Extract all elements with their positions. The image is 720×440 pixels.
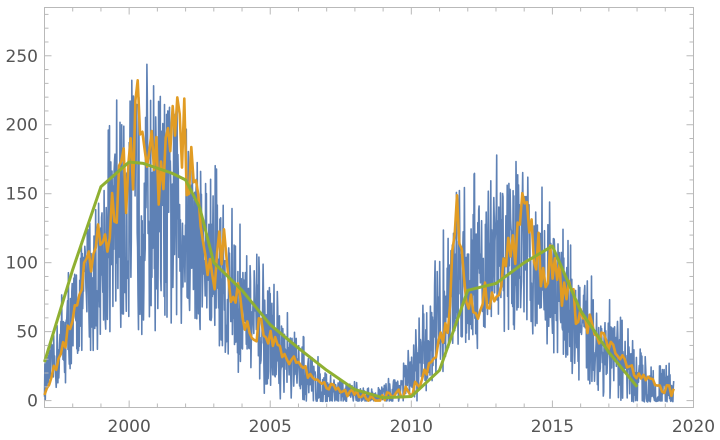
series-layer: [43, 63, 675, 403]
y-tick-label: 200: [6, 116, 38, 136]
x-tick-label: 2000: [108, 417, 151, 437]
ticks-layer: [44, 7, 694, 408]
y-tick-label: 150: [6, 185, 38, 205]
y-tick-label: 100: [6, 254, 38, 274]
x-tick-labels: 2000 2005 2010 2015 2020: [108, 417, 716, 437]
series-line-yearly: [43, 160, 639, 400]
x-tick-label: 2005: [249, 417, 292, 437]
y-tick-label: 250: [6, 47, 38, 67]
y-tick-label: 0: [27, 392, 38, 412]
x-tick-label: 2015: [531, 417, 574, 437]
x-tick-label: 2010: [390, 417, 433, 437]
y-tick-label: 50: [16, 323, 38, 343]
x-tick-label: 2020: [672, 417, 715, 437]
y-tick-labels: 0 50 100 150 200 250: [6, 47, 38, 412]
